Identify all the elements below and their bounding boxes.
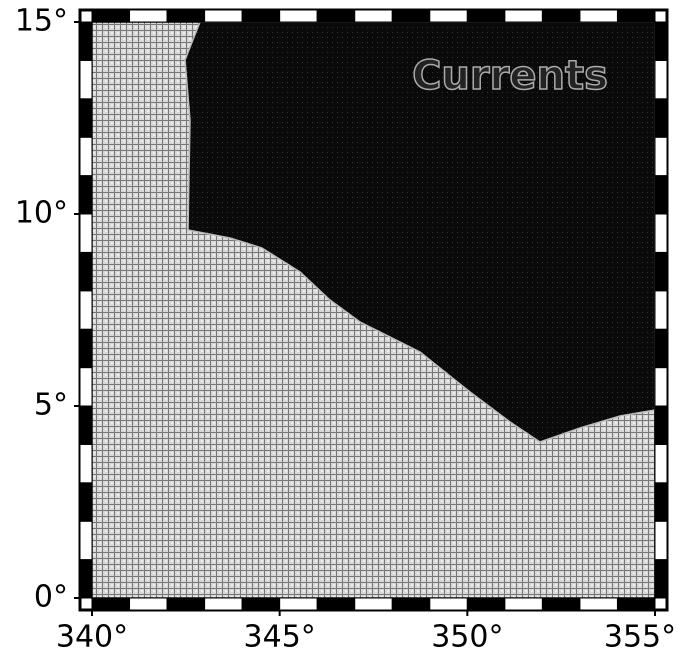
frame-segment bbox=[204, 9, 243, 23]
frame-segment bbox=[79, 213, 93, 253]
frame-segment bbox=[79, 328, 93, 369]
x-tick-label: 350° bbox=[431, 620, 503, 655]
y-tick-label: 5° bbox=[34, 388, 68, 423]
frame-segment bbox=[654, 443, 668, 484]
frame-segment bbox=[579, 597, 618, 611]
frame-segment bbox=[654, 251, 668, 292]
frame-segment bbox=[204, 597, 243, 611]
map-title: Currents bbox=[412, 53, 608, 99]
frame-segment bbox=[279, 597, 318, 611]
x-tick-label: 340° bbox=[56, 620, 128, 655]
frame-segment bbox=[504, 597, 543, 611]
x-tick-label: 355° bbox=[604, 620, 676, 655]
land bbox=[184, 21, 656, 443]
frame-segment bbox=[79, 136, 93, 177]
frame-segment bbox=[316, 9, 356, 23]
frame-segment bbox=[354, 9, 393, 23]
frame-segment bbox=[541, 9, 581, 23]
frame-segment bbox=[79, 482, 93, 522]
frame-segment bbox=[79, 98, 93, 138]
frame-segment bbox=[654, 98, 668, 138]
frame-segment bbox=[166, 597, 206, 611]
frame-segment bbox=[541, 597, 581, 611]
frame-segment bbox=[241, 9, 281, 23]
frame-segment bbox=[129, 597, 168, 611]
frame-segment bbox=[166, 9, 206, 23]
frame-segment bbox=[354, 597, 393, 611]
frame-segment bbox=[316, 597, 356, 611]
frame-segment bbox=[466, 597, 506, 611]
frame-segment bbox=[91, 9, 131, 23]
frame-segment bbox=[466, 9, 506, 23]
frame-segment bbox=[79, 175, 93, 215]
frame-segment bbox=[429, 597, 468, 611]
frame-segment bbox=[79, 520, 93, 561]
frame-segment bbox=[654, 213, 668, 253]
y-tick-label: 0° bbox=[34, 580, 68, 615]
frame-segment bbox=[391, 597, 431, 611]
frame-segment bbox=[654, 21, 668, 61]
frame-segment bbox=[654, 59, 668, 100]
frame-segment bbox=[654, 559, 668, 599]
frame-segment bbox=[616, 597, 656, 611]
frame-segment bbox=[79, 559, 93, 599]
frame-segment bbox=[241, 597, 281, 611]
frame-segment bbox=[391, 9, 431, 23]
frame-segment bbox=[579, 9, 618, 23]
frame-segment bbox=[654, 405, 668, 445]
frame-segment bbox=[91, 597, 131, 611]
frame-segment bbox=[79, 443, 93, 484]
frame-segment bbox=[654, 482, 668, 522]
frame-segment bbox=[654, 328, 668, 369]
frame-segment bbox=[429, 9, 468, 23]
frame-segment bbox=[279, 9, 318, 23]
frame-segment bbox=[504, 9, 543, 23]
frame-segment bbox=[129, 9, 168, 23]
frame-segment bbox=[79, 367, 93, 407]
y-tick-label: 10° bbox=[15, 196, 68, 231]
x-tick-label: 345° bbox=[244, 620, 316, 655]
frame bbox=[78, 8, 669, 612]
frame-segment bbox=[654, 367, 668, 407]
frame-segment bbox=[79, 290, 93, 330]
y-tick-label: 15° bbox=[15, 4, 68, 39]
frame-segment bbox=[79, 21, 93, 61]
frame-segment bbox=[79, 251, 93, 292]
frame-segment bbox=[654, 520, 668, 561]
frame-segment bbox=[654, 290, 668, 330]
frame-segment bbox=[654, 136, 668, 177]
frame-segment bbox=[79, 405, 93, 445]
frame-segment bbox=[654, 175, 668, 215]
frame-segment bbox=[616, 9, 656, 23]
frame-segment bbox=[79, 59, 93, 100]
